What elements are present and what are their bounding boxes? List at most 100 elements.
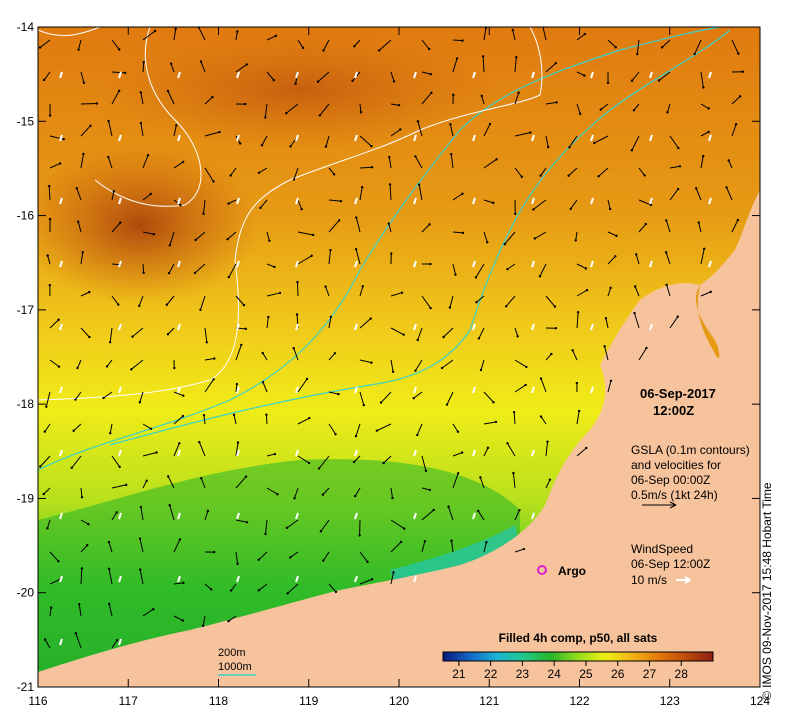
velocity-arrow bbox=[266, 71, 275, 81]
velocity-arrow bbox=[80, 153, 84, 169]
wind-arrow bbox=[590, 260, 594, 268]
velocity-arrowhead bbox=[554, 62, 557, 65]
velocity-arrow bbox=[235, 519, 248, 523]
velocity-arrowhead bbox=[518, 509, 521, 512]
velocity-arrow bbox=[80, 252, 84, 265]
x-tick-label: 122 bbox=[569, 694, 589, 708]
velocity-arrowhead bbox=[47, 184, 51, 188]
velocity-arrow bbox=[139, 538, 144, 553]
velocity-arrow bbox=[266, 263, 275, 268]
velocity-arrowhead bbox=[503, 242, 507, 246]
velocity-arrowhead bbox=[539, 377, 543, 380]
velocity-arrowhead bbox=[318, 114, 322, 117]
velocity-arrow bbox=[264, 103, 268, 118]
velocity-arrowhead bbox=[481, 55, 485, 58]
wind-arrow bbox=[590, 197, 594, 205]
velocity-arrow bbox=[328, 250, 331, 265]
velocity-arrowhead bbox=[676, 315, 680, 318]
velocity-arrowhead bbox=[267, 315, 270, 319]
velocity-arrowhead bbox=[89, 124, 92, 128]
velocity-arrowhead bbox=[193, 271, 197, 275]
velocity-arrowhead bbox=[218, 130, 221, 134]
velocity-arrowhead bbox=[227, 202, 230, 205]
velocity-arrowhead bbox=[337, 219, 341, 222]
velocity-arrow bbox=[296, 282, 299, 297]
velocity-arrowhead bbox=[145, 479, 148, 483]
velocity-arrowhead bbox=[428, 223, 431, 226]
velocity-arrowhead bbox=[198, 440, 201, 444]
wind-arrow bbox=[708, 134, 712, 142]
velocity-arrowhead bbox=[226, 237, 229, 241]
velocity-arrowhead bbox=[245, 63, 248, 66]
velocity-arrow bbox=[575, 231, 578, 241]
velocity-arrowhead bbox=[548, 478, 552, 481]
velocity-arrow bbox=[75, 633, 82, 649]
velocity-arrowhead bbox=[485, 541, 488, 544]
velocity-arrowhead bbox=[310, 254, 313, 257]
velocity-arrow bbox=[514, 510, 520, 521]
velocity-arrowhead bbox=[72, 429, 75, 432]
velocity-arrow bbox=[421, 541, 426, 553]
velocity-arrow bbox=[413, 391, 423, 399]
velocity-arrowhead bbox=[152, 233, 156, 236]
velocity-arrow bbox=[452, 263, 456, 275]
velocity-arrow bbox=[359, 166, 373, 169]
velocity-arrow bbox=[477, 510, 485, 521]
velocity-arrow bbox=[108, 568, 113, 585]
velocity-arrowhead bbox=[361, 285, 364, 288]
wind-arrow bbox=[354, 71, 358, 79]
velocity-arrowhead bbox=[296, 280, 299, 284]
velocity-arrowhead bbox=[397, 104, 401, 107]
imos-credit: © IMOS 09-Nov-2017 15:48 Hobart Time bbox=[760, 482, 774, 700]
velocity-arrow bbox=[514, 132, 531, 137]
velocity-arrow bbox=[194, 263, 206, 274]
velocity-arrow bbox=[700, 291, 711, 297]
velocity-arrow bbox=[698, 222, 702, 233]
velocity-arrow bbox=[49, 578, 61, 585]
velocity-arrow bbox=[451, 540, 454, 553]
velocity-arrowhead bbox=[139, 505, 143, 509]
velocity-arrow bbox=[142, 452, 157, 457]
velocity-arrow bbox=[359, 359, 372, 364]
velocity-arrow bbox=[297, 39, 304, 49]
velocity-arrowhead bbox=[702, 86, 705, 89]
velocity-arrowhead bbox=[707, 130, 710, 134]
velocity-arrow bbox=[476, 295, 485, 303]
wind-arrow bbox=[177, 386, 181, 394]
velocity-arrow bbox=[514, 384, 526, 393]
wind-arrow bbox=[708, 71, 712, 79]
velocity-arrowhead bbox=[43, 638, 47, 641]
velocity-arrow bbox=[289, 551, 299, 558]
velocity-arrowhead bbox=[108, 340, 112, 344]
wind-arrow bbox=[590, 386, 594, 394]
velocity-arrowhead bbox=[630, 79, 634, 82]
velocity-arrow bbox=[111, 639, 118, 649]
colorbar-title: Filled 4h comp, p50, all sats bbox=[499, 631, 658, 645]
velocity-arrow bbox=[111, 71, 126, 74]
velocity-arrow bbox=[297, 199, 303, 210]
wind-arrow bbox=[59, 197, 63, 205]
velocity-arrowhead bbox=[377, 49, 381, 52]
velocity-arrowhead bbox=[553, 305, 557, 308]
velocity-arrow bbox=[631, 135, 640, 151]
velocity-arrowhead bbox=[584, 267, 588, 270]
velocity-arrowhead bbox=[597, 175, 600, 178]
velocity-arrow bbox=[483, 421, 497, 425]
velocity-arrowhead bbox=[353, 45, 356, 48]
velocity-arrow bbox=[638, 167, 646, 176]
velocity-arrowhead bbox=[727, 159, 730, 162]
velocity-arrowhead bbox=[115, 511, 118, 514]
wind-arrow bbox=[59, 638, 63, 646]
velocity-arrowhead bbox=[227, 275, 231, 279]
velocity-arrowhead bbox=[107, 155, 110, 159]
wind-arrow bbox=[295, 449, 299, 457]
velocity-arrowhead bbox=[358, 534, 361, 537]
velocity-arrowhead bbox=[424, 469, 428, 473]
velocity-arrowhead bbox=[308, 416, 311, 420]
velocity-arrowhead bbox=[178, 442, 181, 445]
velocity-arrowhead bbox=[387, 222, 390, 225]
velocity-arrow bbox=[669, 188, 679, 201]
velocity-arrow bbox=[265, 414, 268, 425]
velocity-arrow bbox=[198, 27, 206, 41]
velocity-arrow bbox=[142, 30, 156, 41]
